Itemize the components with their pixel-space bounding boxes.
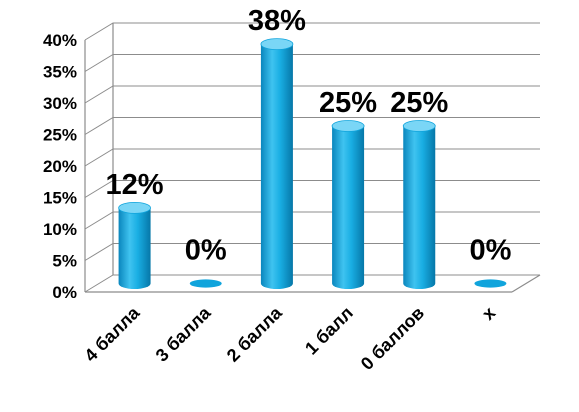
gridline <box>84 274 540 293</box>
bar-top <box>260 38 294 50</box>
bar <box>402 120 436 289</box>
gridline <box>84 243 540 261</box>
x-tick-label: х <box>478 303 499 324</box>
gridline <box>84 117 540 135</box>
y-tick-label: 30% <box>43 94 77 113</box>
bar-zero-disc <box>189 279 222 288</box>
gridline <box>84 180 540 198</box>
bar-zero-disc <box>474 279 507 288</box>
x-axis-tick-labels: 4 балла 3 балла 2 балла 1 балл 0 баллов х <box>80 302 499 374</box>
y-axis-tick-labels: 0% 5% 10% 15% 20% 25% 30% 35% 40% <box>43 31 77 302</box>
y-tick-label: 40% <box>43 31 77 50</box>
y-tick-label: 15% <box>43 189 77 208</box>
data-label: 0% <box>185 235 227 267</box>
data-label: 25% <box>390 87 448 119</box>
y-tick-label: 20% <box>43 157 77 176</box>
x-tick-label: 2 балла <box>223 302 287 366</box>
y-tick-label: 25% <box>43 126 77 145</box>
bar-top <box>331 120 365 132</box>
x-tick-label: 0 баллов <box>357 303 428 374</box>
bar-body <box>332 126 365 289</box>
y-tick-label: 35% <box>43 63 77 82</box>
data-label: 25% <box>319 87 377 119</box>
bar <box>118 201 151 289</box>
x-tick-label: 1 балл <box>301 303 357 359</box>
bar-body <box>260 44 293 289</box>
data-label: 12% <box>106 169 164 201</box>
gridline <box>84 211 540 230</box>
data-labels: 12% 0% 38% 25% 25% 0% <box>106 5 512 266</box>
bar <box>260 38 294 289</box>
y-tick-label: 0% <box>52 283 77 302</box>
gridline <box>84 54 540 72</box>
bar-top <box>402 120 436 132</box>
gridline <box>84 22 540 41</box>
x-tick-label: 3 балла <box>152 302 216 366</box>
gridline <box>84 148 540 167</box>
bar <box>189 279 222 288</box>
data-label: 0% <box>469 235 511 267</box>
floor-right-edge <box>511 274 541 293</box>
y-tick-label: 10% <box>43 220 77 239</box>
bar <box>331 120 365 289</box>
x-tick-label: 4 балла <box>80 302 144 366</box>
bar-body <box>118 207 151 289</box>
data-label: 38% <box>248 5 306 37</box>
bar-top <box>118 201 151 214</box>
bar-body <box>403 126 436 289</box>
gridline <box>84 85 540 104</box>
bars <box>118 38 507 289</box>
bar <box>474 279 507 288</box>
gridlines <box>84 22 540 293</box>
y-tick-label: 5% <box>52 252 77 271</box>
